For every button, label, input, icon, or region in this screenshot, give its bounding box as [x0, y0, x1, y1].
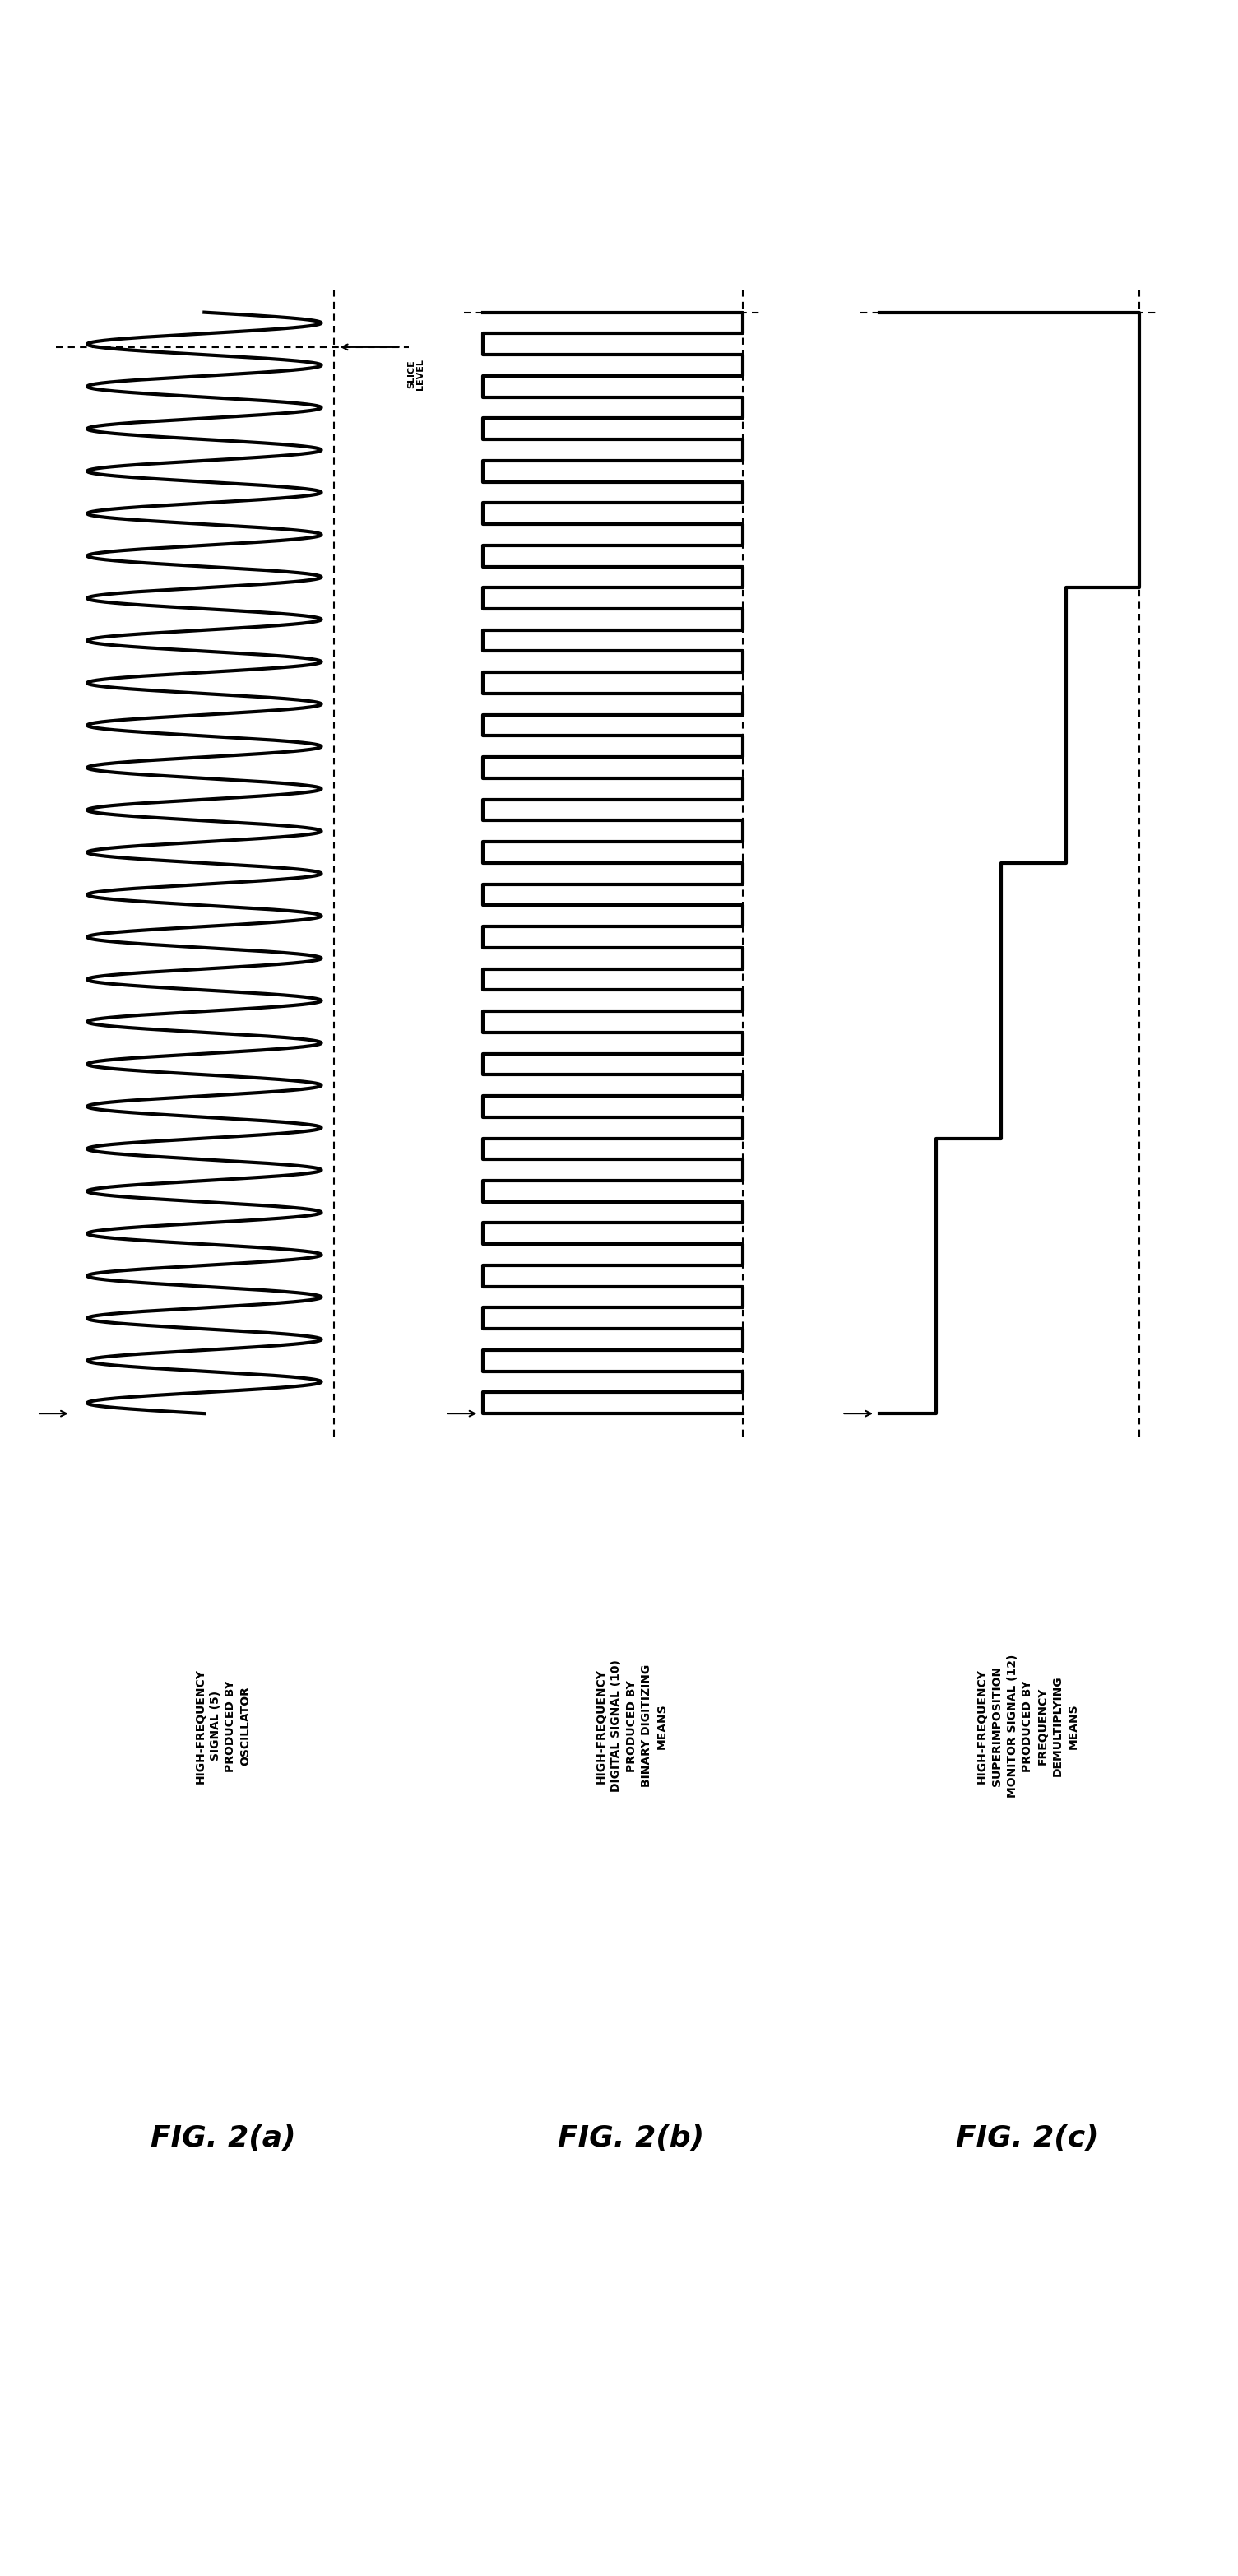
Text: HIGH-FREQUENCY
SUPERIMPOSITION
MONITOR SIGNAL (12)
PRODUCED BY
FREQUENCY
DEMULTI: HIGH-FREQUENCY SUPERIMPOSITION MONITOR S…	[977, 1654, 1078, 1798]
Text: SLICE
LEVEL: SLICE LEVEL	[407, 358, 425, 389]
Text: FIG. 2(c): FIG. 2(c)	[956, 2125, 1099, 2151]
Text: FIG. 2(b): FIG. 2(b)	[558, 2125, 704, 2151]
Text: HIGH-FREQUENCY
SIGNAL (5)
PRODUCED BY
OSCILLATOR: HIGH-FREQUENCY SIGNAL (5) PRODUCED BY OS…	[194, 1669, 251, 1783]
Text: HIGH-FREQUENCY
DIGITAL SIGNAL (10)
PRODUCED BY
BINARY DIGITIZING
MEANS: HIGH-FREQUENCY DIGITAL SIGNAL (10) PRODU…	[595, 1659, 667, 1793]
Text: FIG. 2(a): FIG. 2(a)	[150, 2125, 296, 2151]
